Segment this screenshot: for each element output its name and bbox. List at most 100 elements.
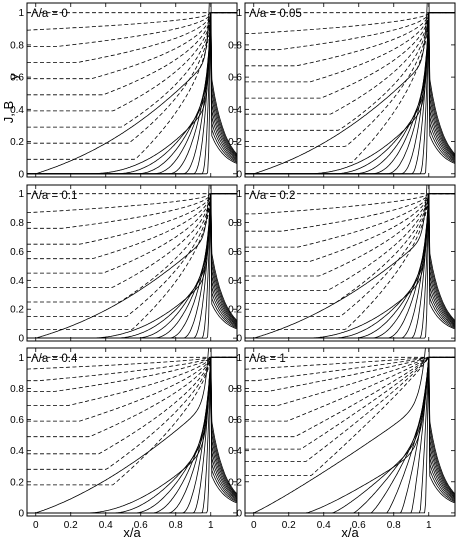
y-tick-label: 0.2 (228, 477, 242, 488)
field-profile-line (27, 193, 237, 274)
panel-5: 0 0.2 0.4 0.6 0.8 1 0 0.2 0.4 0.6 0.8 1 Λ/a = 0.4 (10, 347, 238, 531)
field-profile-line (245, 193, 455, 232)
field-profile-line (27, 356, 237, 382)
y-axis-title-subscript: y (6, 73, 21, 80)
x-axis-title-right: x/a (341, 525, 359, 540)
field-profile-line (245, 193, 455, 248)
current-profile-line (27, 357, 237, 514)
y-tick-label: 0.6 (10, 73, 24, 84)
x-tick-label: 0 (33, 520, 39, 531)
x-tick-label: 0.8 (387, 520, 401, 531)
x-tick-label: 0.4 (317, 520, 331, 531)
field-profile-line (27, 12, 237, 160)
plot-area (27, 348, 237, 514)
field-profile-line (27, 356, 237, 422)
panel-4: 0 0.2 0.4 0.6 0.8 1 Λ/a = 0.2 (228, 184, 456, 345)
field-profile-line (27, 193, 237, 303)
axes-frame (244, 184, 456, 342)
y-tick-label: 0.6 (228, 247, 242, 258)
y-tick-label: 0.8 (228, 40, 242, 51)
field-profile-line (245, 356, 455, 462)
current-profile-line (245, 12, 455, 175)
y-tick-label: 0 (236, 334, 242, 345)
field-profile-line (245, 356, 455, 370)
field-profile-line (27, 193, 237, 260)
field-profile-line (245, 12, 455, 99)
plot-area (27, 185, 237, 339)
x-tick-label: 0.2 (64, 520, 78, 531)
field-profile-line (27, 356, 237, 438)
field-profile-line (27, 193, 237, 213)
y-tick-label: 0.4 (228, 105, 242, 116)
field-profile-line (27, 193, 237, 288)
x-tick-label: 1 (208, 520, 214, 531)
y-tick-label: 0.4 (10, 446, 24, 457)
panel-label: Λ/a = 1 (249, 353, 286, 365)
panel-label: Λ/a = 0 (31, 8, 68, 20)
y-tick-label: 1 (236, 353, 242, 364)
field-profile-line (245, 12, 455, 147)
y-tick-label: 0.4 (10, 276, 24, 287)
x-tick-label: 0.8 (169, 520, 183, 531)
y-axis-title: J, B (1, 101, 16, 123)
x-tick-label: 0 (251, 520, 257, 531)
field-profile-line (245, 12, 455, 34)
y-tick-label: 0.4 (228, 446, 242, 457)
field-profile-line (245, 193, 455, 262)
y-tick-label: 0.2 (228, 137, 242, 148)
panel-6: 0 0.2 0.4 0.6 0.8 1 0 0.2 0.4 0.6 0.8 1 Λ/a = 1 (228, 347, 456, 531)
y-tick-label: 0.8 (10, 384, 24, 395)
axes-frame (244, 2, 456, 178)
field-profile-line (27, 12, 237, 128)
field-profile-line (245, 193, 455, 291)
panel-2: 0 0.2 0.4 0.6 0.8 1 Λ/a = 0.05 (228, 2, 456, 180)
y-tick-label: 0.2 (10, 305, 24, 316)
x-tick-label: 1 (426, 520, 432, 531)
y-tick-label: 1 (18, 189, 24, 200)
current-profile-line (245, 193, 455, 339)
panels-group: 0 0.2 0.4 0.6 0.8 1 Λ/a = 0 0 0.2 0.4 0.6 0.8 1 Λ/a =… (10, 2, 456, 531)
current-profile-line (245, 185, 455, 339)
field-profile-line (27, 193, 237, 229)
y-tick-label: 0.2 (10, 477, 24, 488)
y-tick-label: 0.8 (228, 384, 242, 395)
y-tick-label: 0.4 (10, 105, 24, 116)
field-profile-line (245, 12, 455, 131)
field-profile-line (27, 356, 237, 392)
panel-label: Λ/a = 0.2 (249, 190, 295, 202)
current-profile-line (245, 357, 455, 514)
x-tick-label: 0.4 (99, 520, 113, 531)
x-axis-title-left: x/a (123, 525, 141, 540)
field-profile-line (245, 356, 455, 422)
field-profile-line (245, 356, 455, 476)
y-tick-label: 0 (236, 508, 242, 519)
axes-frame (26, 347, 238, 517)
field-profile-line (27, 356, 237, 406)
field-profile-line (27, 193, 237, 245)
current-profile-line (27, 348, 237, 514)
field-profile-line (27, 12, 237, 144)
panel-label: Λ/a = 0.05 (249, 8, 302, 20)
field-profile-line (245, 356, 455, 382)
current-profile-line (245, 357, 455, 514)
panel-label: Λ/a = 0.1 (31, 190, 77, 202)
current-profile-line (27, 12, 237, 175)
field-profile-line (27, 12, 237, 47)
field-profile-line (245, 193, 455, 277)
field-profile-line (245, 12, 455, 67)
field-profile-line (245, 12, 455, 51)
field-profile-line (245, 193, 455, 304)
field-profile-line (27, 193, 237, 317)
y-tick-label: 0.6 (228, 73, 242, 84)
field-profile-line (27, 356, 237, 370)
y-tick-label: 0.8 (228, 218, 242, 229)
field-profile-line (245, 356, 455, 392)
plot-area (245, 348, 455, 514)
y-tick-label: 0 (18, 508, 24, 519)
field-profile-line (27, 12, 237, 63)
y-tick-label: 0.2 (10, 137, 24, 148)
current-profile-line (27, 185, 237, 339)
x-tick-label: 0.2 (282, 520, 296, 531)
current-profile-line (27, 193, 237, 339)
